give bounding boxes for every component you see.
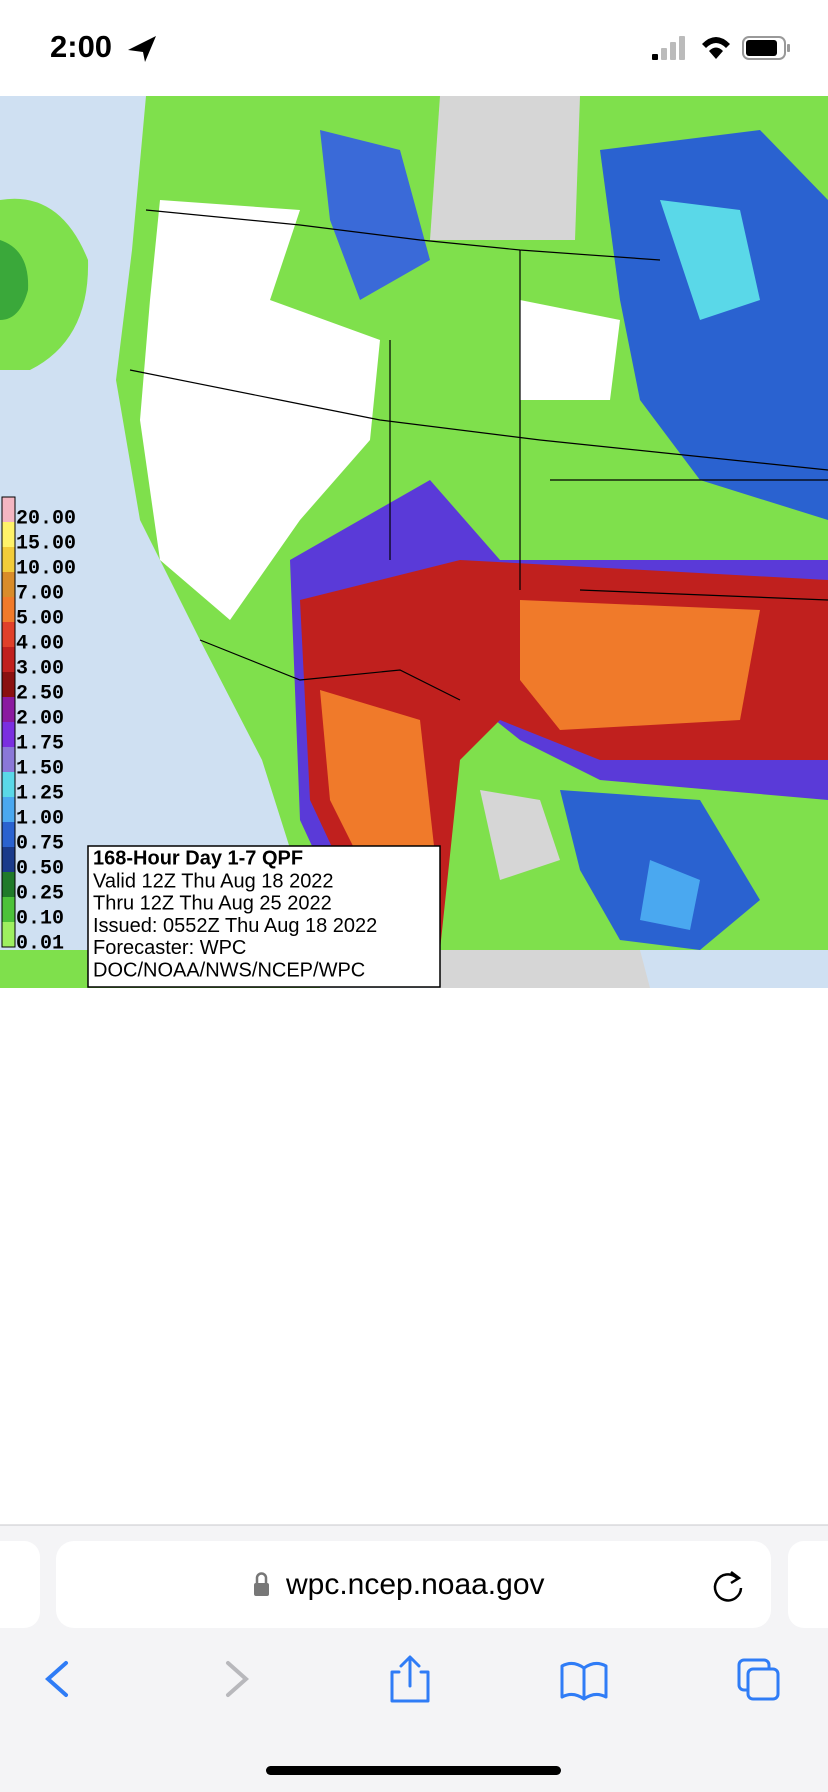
home-indicator xyxy=(266,1766,561,1775)
info-line: Thru 12Z Thu Aug 25 2022 xyxy=(93,893,332,915)
legend-swatch xyxy=(2,672,15,697)
url-text: wpc.ncep.noaa.gov xyxy=(285,1568,545,1601)
forward-button[interactable] xyxy=(226,1661,250,1697)
legend-swatch xyxy=(2,522,15,547)
legend-label: 10.00 xyxy=(16,558,76,581)
location-icon xyxy=(128,36,156,62)
info-line: Issued: 0552Z Thu Aug 18 2022 xyxy=(93,915,377,937)
legend-label: 1.25 xyxy=(16,783,64,806)
legend-label: 0.75 xyxy=(16,833,64,856)
legend-label: 1.75 xyxy=(16,733,64,756)
legend-label: 0.10 xyxy=(16,908,64,931)
info-line: Forecaster: WPC xyxy=(93,937,246,959)
legend-label: 1.00 xyxy=(16,808,64,831)
legend-swatch xyxy=(2,847,15,872)
back-button[interactable] xyxy=(44,1661,68,1697)
legend-swatch xyxy=(2,922,15,947)
prev-tab[interactable] xyxy=(0,1541,40,1628)
legend-label: 2.00 xyxy=(16,708,64,731)
share-button[interactable] xyxy=(390,1655,430,1703)
info-line: Valid 12Z Thu Aug 18 2022 xyxy=(93,870,334,892)
url-bar[interactable]: wpc.ncep.noaa.gov xyxy=(56,1541,771,1628)
legend-swatch xyxy=(2,547,15,572)
legend-swatch xyxy=(2,872,15,897)
legend-swatch xyxy=(2,647,15,672)
wifi-icon xyxy=(702,37,730,59)
legend-swatch xyxy=(2,697,15,722)
legend-swatch xyxy=(2,572,15,597)
legend-swatch xyxy=(2,797,15,822)
legend-label: 5.00 xyxy=(16,608,64,631)
legend-label: 7.00 xyxy=(16,583,64,606)
legend-swatch xyxy=(2,597,15,622)
battery-icon xyxy=(742,36,790,60)
legend-label: 15.00 xyxy=(16,533,76,556)
info-title: 168-Hour Day 1-7 QPF xyxy=(93,847,303,869)
legend-label: 0.50 xyxy=(16,858,64,881)
bookmarks-button[interactable] xyxy=(560,1661,608,1701)
info-box: 168-Hour Day 1-7 QPF Valid 12Z Thu Aug 1… xyxy=(87,845,441,988)
legend: 20.0015.0010.007.005.004.003.002.502.001… xyxy=(1,496,76,956)
signal-icon xyxy=(652,36,685,60)
legend-swatch xyxy=(2,822,15,847)
legend-label: 3.00 xyxy=(16,658,64,681)
legend-swatch xyxy=(2,722,15,747)
legend-label: 20.00 xyxy=(16,508,76,531)
legend-swatch xyxy=(2,497,15,522)
legend-label: 4.00 xyxy=(16,633,64,656)
legend-swatch xyxy=(2,622,15,647)
legend-swatch xyxy=(2,747,15,772)
legend-swatch xyxy=(2,897,15,922)
reload-button[interactable] xyxy=(713,1573,743,1602)
legend-label: 0.25 xyxy=(16,883,64,906)
legend-label: 0.01 xyxy=(16,933,64,956)
status-time: 2:00 xyxy=(50,29,112,64)
next-tab[interactable] xyxy=(788,1541,828,1628)
legend-label: 1.50 xyxy=(16,758,64,781)
legend-swatch xyxy=(2,772,15,797)
tabs-button[interactable] xyxy=(737,1658,780,1701)
info-line: DOC/NOAA/NWS/NCEP/WPC xyxy=(93,959,365,981)
legend-label: 2.50 xyxy=(16,683,64,706)
